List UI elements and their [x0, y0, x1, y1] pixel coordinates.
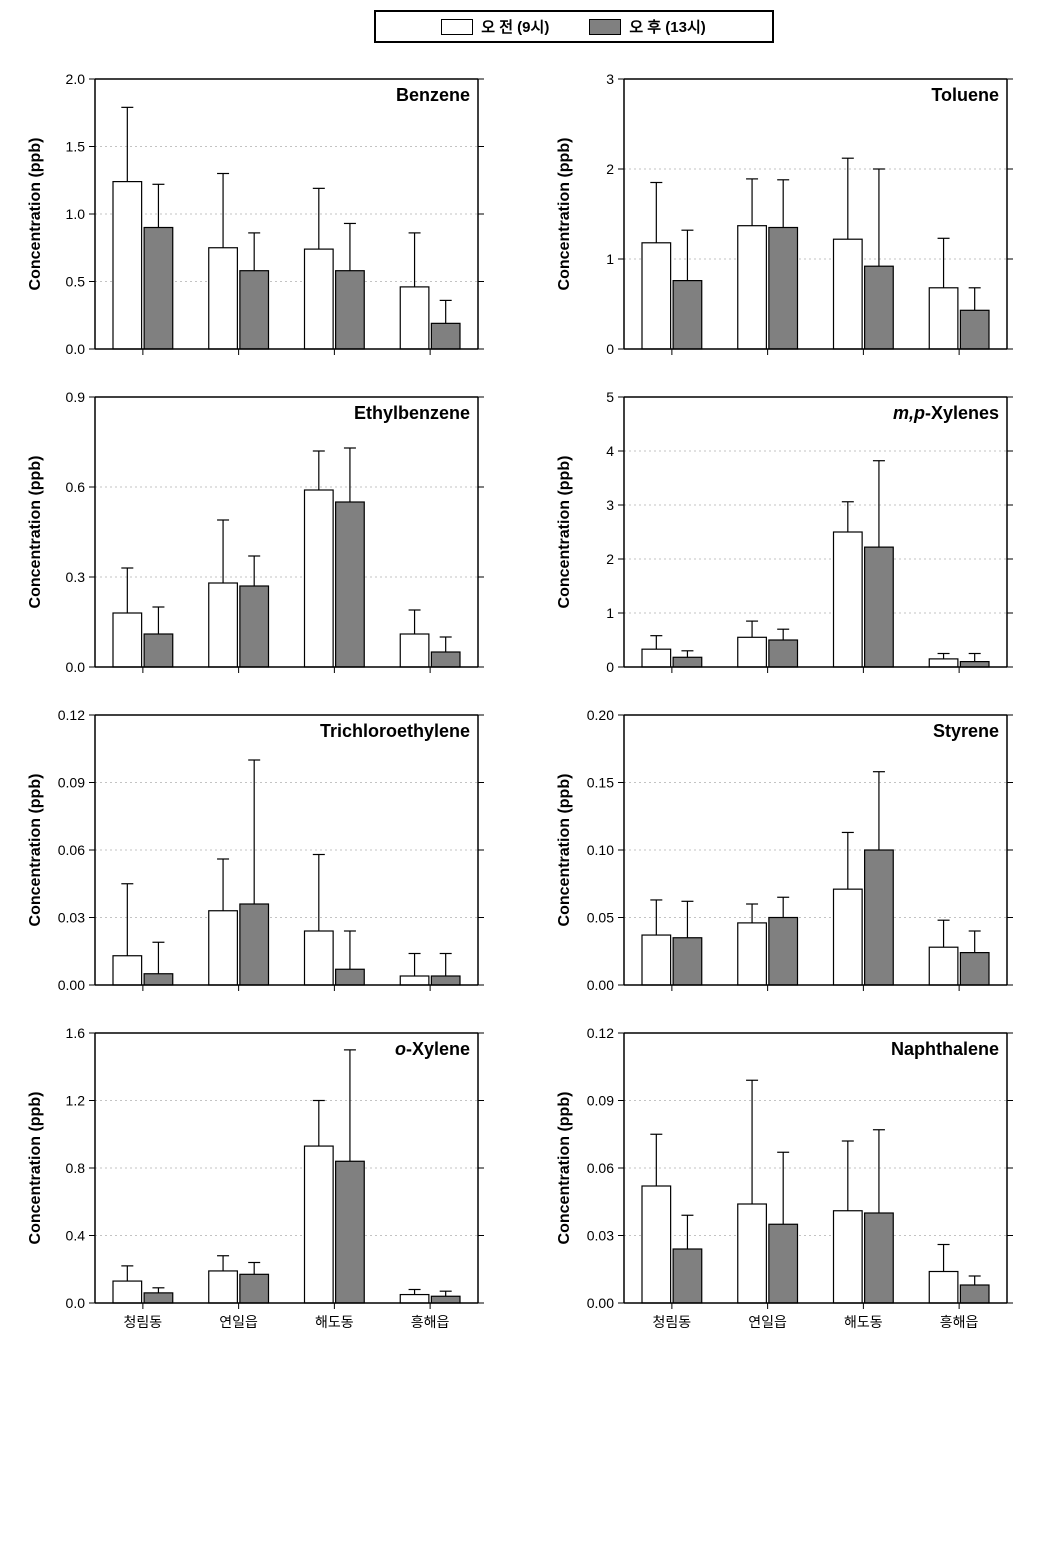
svg-text:해도동: 해도동: [315, 1314, 354, 1330]
svg-text:2.0: 2.0: [66, 71, 86, 87]
svg-text:Concentration (ppb): Concentration (ppb): [556, 138, 573, 291]
svg-text:1.6: 1.6: [66, 1025, 86, 1041]
svg-text:0: 0: [606, 659, 614, 675]
svg-text:0.03: 0.03: [586, 1228, 613, 1244]
svg-text:Ethylbenzene: Ethylbenzene: [354, 403, 470, 423]
page: 오 전 (9시) 오 후 (13시) 0.0 0.5 1.0 1.5 2.0 Benzen…: [0, 10, 1047, 1345]
svg-text:흥해읍: 흥해읍: [411, 1314, 450, 1330]
svg-text:0.3: 0.3: [66, 569, 86, 585]
chart-benzene: 0.0 0.5 1.0 1.5 2.0 Benzene Concentration (ppb…: [20, 61, 499, 373]
svg-text:1.5: 1.5: [66, 139, 86, 155]
svg-text:Toluene: Toluene: [931, 85, 999, 105]
svg-text:1: 1: [606, 251, 614, 267]
svg-text:0.06: 0.06: [586, 1160, 613, 1176]
chart-m-p-xylenes: 0 1 2 3 4 5 m,p-Xylenes Concentration (ppb): [549, 379, 1028, 691]
svg-text:3: 3: [606, 71, 614, 87]
svg-text:0.06: 0.06: [58, 842, 85, 858]
svg-text:o-Xylene: o-Xylene: [395, 1039, 470, 1059]
svg-text:연일읍: 연일읍: [748, 1314, 787, 1330]
svg-text:0.00: 0.00: [586, 1295, 613, 1311]
svg-text:1.2: 1.2: [66, 1093, 86, 1109]
svg-text:Concentration (ppb): Concentration (ppb): [556, 1092, 573, 1245]
svg-text:0.0: 0.0: [66, 341, 86, 357]
svg-text:m,p-Xylenes: m,p-Xylenes: [892, 403, 998, 423]
chart-styrene: 0.00 0.05 0.10 0.15 0.20 Styrene Concentration…: [549, 697, 1028, 1009]
svg-text:0.00: 0.00: [586, 977, 613, 993]
svg-text:0.09: 0.09: [586, 1093, 613, 1109]
svg-text:Concentration (ppb): Concentration (ppb): [27, 138, 44, 291]
svg-text:0.12: 0.12: [58, 707, 85, 723]
svg-text:0.20: 0.20: [586, 707, 613, 723]
chart-o-xylene: 0.0 0.4 0.8 1.2 1.6 청림동 연일읍 해도동 흥해읍 o-Xylene Conce…: [20, 1015, 499, 1345]
svg-text:Concentration (ppb): Concentration (ppb): [27, 456, 44, 609]
svg-text:0.00: 0.00: [58, 977, 85, 993]
svg-text:Concentration (ppb): Concentration (ppb): [27, 774, 44, 927]
svg-text:0.12: 0.12: [586, 1025, 613, 1041]
svg-text:2: 2: [606, 551, 614, 567]
svg-text:0.6: 0.6: [66, 479, 86, 495]
legend-label-morning: 오 전 (9시): [481, 16, 549, 37]
svg-text:0.15: 0.15: [586, 775, 613, 791]
svg-text:0.4: 0.4: [66, 1228, 86, 1244]
svg-text:흥해읍: 흥해읍: [939, 1314, 978, 1330]
svg-text:0.0: 0.0: [66, 1295, 86, 1311]
svg-text:Concentration (ppb): Concentration (ppb): [556, 456, 573, 609]
svg-text:0.0: 0.0: [66, 659, 86, 675]
svg-text:1.0: 1.0: [66, 206, 86, 222]
legend-swatch-morning: [441, 19, 473, 35]
svg-text:0.03: 0.03: [58, 910, 85, 926]
legend-item-morning: 오 전 (9시): [441, 16, 549, 37]
svg-text:0.9: 0.9: [66, 389, 86, 405]
svg-text:해도동: 해도동: [844, 1314, 883, 1330]
svg-text:0: 0: [606, 341, 614, 357]
svg-text:0.05: 0.05: [586, 910, 613, 926]
chart-naphthalene: 0.00 0.03 0.06 0.09 0.12 청림동 연일읍 해도동 흥해읍 Naphthal…: [549, 1015, 1028, 1345]
svg-text:0.5: 0.5: [66, 274, 86, 290]
svg-text:0.10: 0.10: [586, 842, 613, 858]
chart-trichloroethylene: 0.00 0.03 0.06 0.09 0.12 Trichloroethylene Con…: [20, 697, 499, 1009]
svg-text:0.8: 0.8: [66, 1160, 86, 1176]
svg-text:Concentration (ppb): Concentration (ppb): [27, 1092, 44, 1245]
svg-text:연일읍: 연일읍: [219, 1314, 258, 1330]
svg-text:2: 2: [606, 161, 614, 177]
legend-label-afternoon: 오 후 (13시): [629, 16, 705, 37]
svg-text:Styrene: Styrene: [932, 721, 998, 741]
legend-swatch-afternoon: [589, 19, 621, 35]
svg-text:청림동: 청림동: [652, 1314, 691, 1330]
svg-text:1: 1: [606, 605, 614, 621]
svg-text:청림동: 청림동: [124, 1314, 163, 1330]
chart-toluene: 0 1 2 3 Toluene Concentration (ppb): [549, 61, 1028, 373]
svg-text:4: 4: [606, 443, 614, 459]
charts-grid: 0.0 0.5 1.0 1.5 2.0 Benzene Concentration (ppb…: [0, 61, 1047, 1345]
svg-text:Benzene: Benzene: [396, 85, 470, 105]
legend-item-afternoon: 오 후 (13시): [589, 16, 705, 37]
svg-text:Trichloroethylene: Trichloroethylene: [320, 721, 470, 741]
svg-text:Concentration (ppb): Concentration (ppb): [556, 774, 573, 927]
svg-text:3: 3: [606, 497, 614, 513]
svg-text:5: 5: [606, 389, 614, 405]
svg-text:Naphthalene: Naphthalene: [890, 1039, 998, 1059]
svg-text:0.09: 0.09: [58, 775, 85, 791]
chart-ethylbenzene: 0.0 0.3 0.6 0.9 Ethylbenzene Concentration (p…: [20, 379, 499, 691]
legend: 오 전 (9시) 오 후 (13시): [374, 10, 774, 43]
